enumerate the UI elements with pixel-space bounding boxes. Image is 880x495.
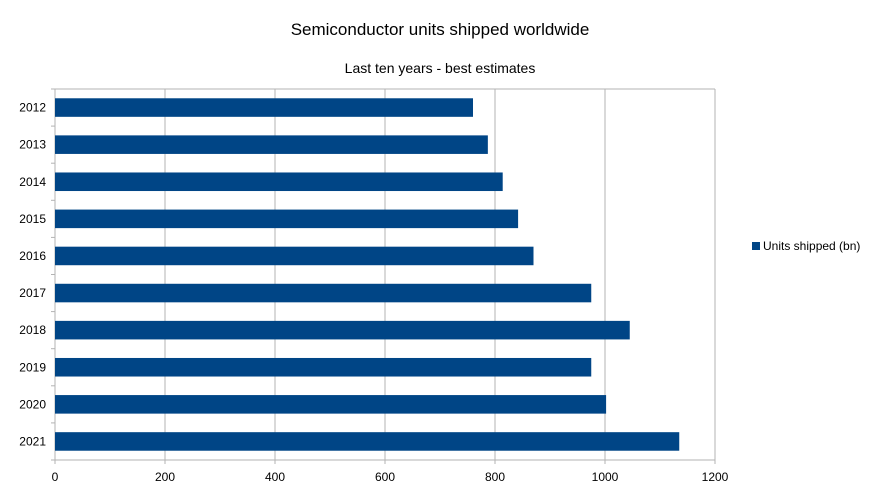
bar-2018 [55, 320, 630, 340]
y-tick-label-2018: 2018 [19, 323, 46, 337]
y-tick-label-2012: 2012 [19, 101, 46, 115]
x-tick-label-200: 200 [155, 470, 175, 484]
bar-2021 [55, 432, 680, 451]
bar-2017 [55, 283, 592, 303]
y-tick-label-2019: 2019 [19, 360, 46, 374]
bars [55, 98, 680, 451]
y-tick-label-2014: 2014 [19, 175, 46, 189]
x-axis-tick-labels: 0 200 400 600 800 1000 1200 [52, 470, 729, 484]
y-tick-label-2020: 2020 [19, 397, 46, 411]
chart-subtitle: Last ten years - best estimates [344, 60, 536, 76]
bar-2015 [55, 209, 519, 229]
y-tick-label-2016: 2016 [19, 249, 46, 263]
y-tick-label-2015: 2015 [19, 212, 46, 226]
legend-label: Units shipped (bn) [763, 239, 861, 253]
x-tick-label-0: 0 [52, 470, 59, 484]
bar-2020 [55, 395, 607, 414]
bar-2012 [55, 98, 473, 117]
x-tick-label-1000: 1000 [592, 470, 619, 484]
chart-title: Semiconductor units shipped worldwide [290, 20, 590, 39]
bar-2014 [55, 172, 503, 192]
y-axis-tick-labels: 2012 2013 2014 2015 2016 2017 2018 2019 2020 2021 [19, 101, 46, 449]
bar-2019 [55, 357, 592, 377]
x-tick-label-400: 400 [265, 470, 285, 484]
legend: Units shipped (bn) [752, 239, 860, 253]
y-tick-label-2013: 2013 [19, 138, 46, 152]
y-tick-label-2021: 2021 [19, 434, 46, 448]
x-tick-label-1200: 1200 [702, 470, 729, 484]
y-tick-label-2017: 2017 [19, 286, 46, 300]
bar-2013 [55, 135, 488, 154]
legend-swatch [752, 242, 760, 250]
bar-2016 [55, 246, 534, 266]
x-tick-label-800: 800 [485, 470, 505, 484]
x-tick-label-600: 600 [375, 470, 395, 484]
